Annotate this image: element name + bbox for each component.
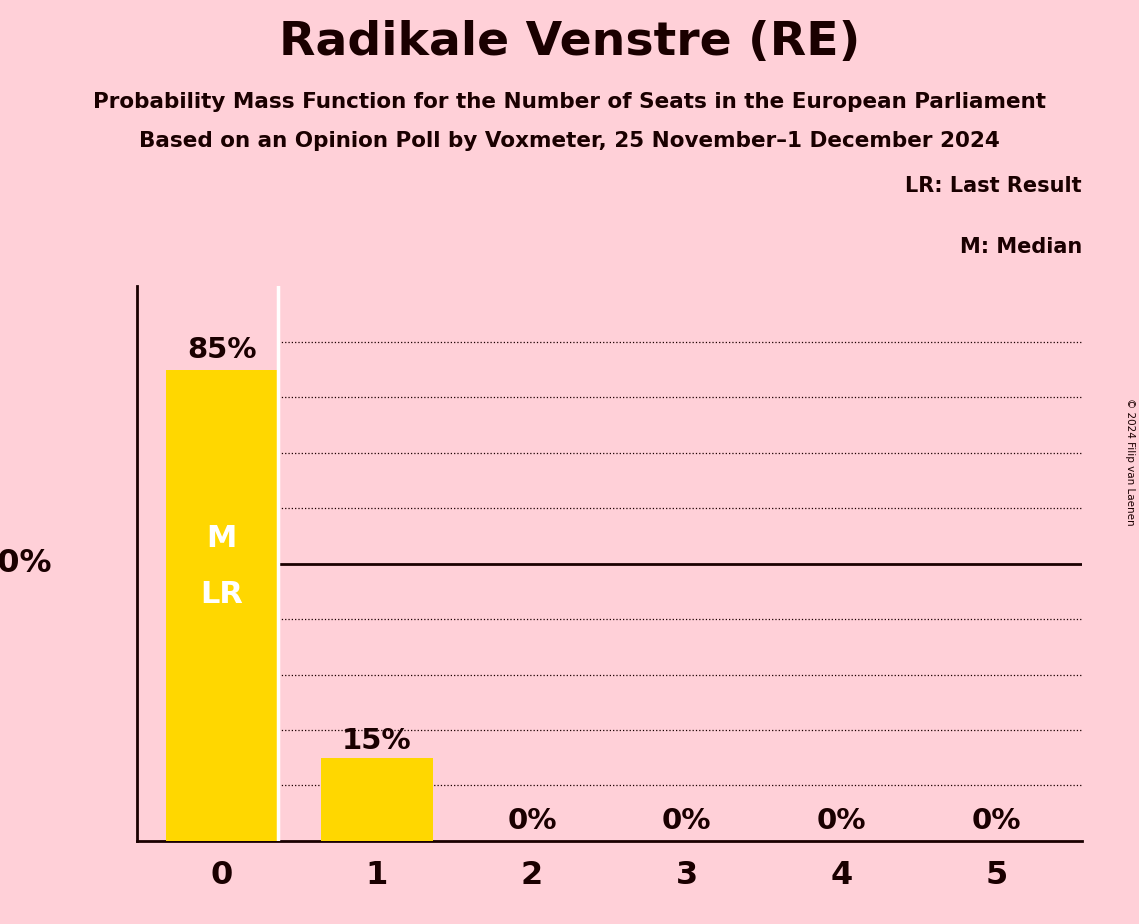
Text: 0%: 0% [662,808,712,835]
Text: © 2024 Filip van Laenen: © 2024 Filip van Laenen [1125,398,1134,526]
Text: 50%: 50% [0,548,51,579]
Text: 0%: 0% [817,808,867,835]
Text: 0%: 0% [507,808,557,835]
Text: Radikale Venstre (RE): Radikale Venstre (RE) [279,20,860,66]
Text: Probability Mass Function for the Number of Seats in the European Parliament: Probability Mass Function for the Number… [93,92,1046,113]
Bar [166,370,278,841]
Bar [321,758,433,841]
Text: 0%: 0% [972,808,1022,835]
Text: Based on an Opinion Poll by Voxmeter, 25 November–1 December 2024: Based on an Opinion Poll by Voxmeter, 25… [139,131,1000,152]
Text: 15%: 15% [342,727,411,755]
Text: M: Median: M: Median [960,237,1082,257]
Text: M: M [207,524,237,553]
Text: 85%: 85% [187,336,256,364]
Text: LR: Last Result: LR: Last Result [906,176,1082,196]
Text: LR: LR [200,580,244,609]
